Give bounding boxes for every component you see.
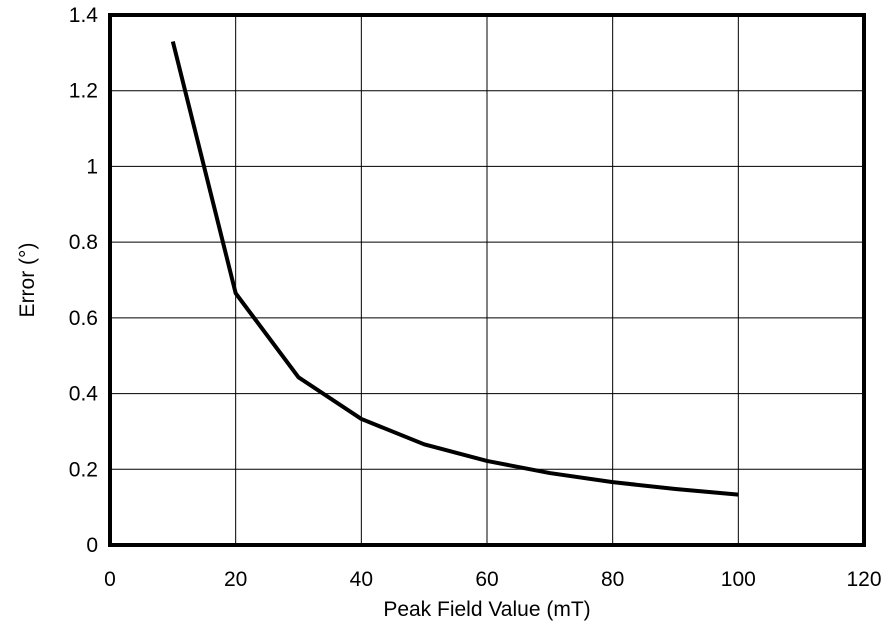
y-tick-label: 0.2 bbox=[69, 458, 98, 481]
y-tick-label: 0 bbox=[86, 534, 98, 557]
grid-layer bbox=[110, 15, 864, 545]
x-tick-labels: 0 20 40 60 80 100 120 bbox=[104, 568, 881, 591]
y-tick-label: 0.6 bbox=[69, 307, 98, 330]
y-axis-title: Error (°) bbox=[16, 243, 39, 318]
x-tick-label: 60 bbox=[475, 568, 498, 591]
x-tick-label: 100 bbox=[721, 568, 756, 591]
y-tick-label: 0.8 bbox=[69, 231, 98, 254]
x-tick-label: 40 bbox=[350, 568, 373, 591]
plot-frame bbox=[108, 13, 866, 547]
y-tick-labels: 0 0.2 0.4 0.6 0.8 1 1.2 1.4 bbox=[69, 4, 99, 557]
x-tick-label: 120 bbox=[846, 568, 881, 591]
y-tick-label: 1.4 bbox=[69, 4, 99, 27]
x-axis-title: Peak Field Value (mT) bbox=[383, 598, 590, 621]
series-line bbox=[170, 41, 739, 497]
x-tick-label: 20 bbox=[224, 568, 247, 591]
y-tick-label: 1.2 bbox=[69, 80, 98, 103]
y-tick-label: 1 bbox=[86, 155, 98, 178]
y-tick-label: 0.4 bbox=[69, 383, 99, 406]
x-tick-label: 0 bbox=[104, 568, 116, 591]
series-layer bbox=[170, 41, 739, 497]
x-tick-label: 80 bbox=[601, 568, 624, 591]
